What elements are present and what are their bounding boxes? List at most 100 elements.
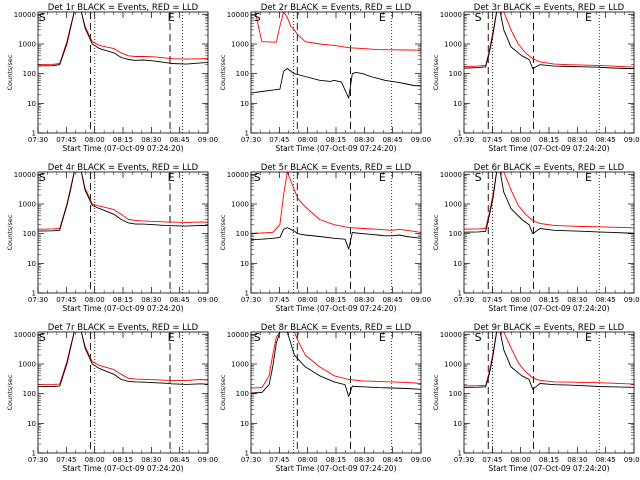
y-tick-label: 1000 <box>444 201 462 209</box>
series-line-lld <box>464 12 634 68</box>
y-tick-label: 1 <box>245 130 249 138</box>
x-axis-label: Start Time (07-Oct-09 07:24:20) <box>275 304 396 313</box>
x-tick-label: 07:30 <box>454 456 474 464</box>
interval-marker-e: E <box>585 11 592 24</box>
chart-title: Det 5r BLACK = Events, RED = LLD <box>261 163 412 173</box>
detector-panel-1: Det 1r BLACK = Events, RED = LLD 1 10 100 10… <box>0 0 218 160</box>
x-tick-label: 07:30 <box>28 136 48 144</box>
y-tick-label: 100 <box>449 70 462 78</box>
y-axis-label: Counts/sec <box>219 54 227 90</box>
detector-panel-2: Det 2r BLACK = Events, RED = LLD 1 10 100 10… <box>213 0 431 160</box>
interval-marker-s: S <box>39 11 46 24</box>
x-axis-label: Start Time (07-Oct-09 07:24:20) <box>62 464 183 473</box>
y-tick-label: 1 <box>458 290 462 298</box>
x-tick-label: 08:45 <box>596 296 616 304</box>
x-tick-label: 09:00 <box>411 456 431 464</box>
interval-marker-s: S <box>475 11 482 24</box>
lightcurve-plot: Det 4r BLACK = Events, RED = LLD 1 10 100 10… <box>6 163 218 313</box>
x-tick-label: 07:30 <box>454 136 474 144</box>
x-tick-label: 08:15 <box>539 296 559 304</box>
x-axis-label: Start Time (07-Oct-09 07:24:20) <box>488 304 609 313</box>
x-tick-label: 09:00 <box>411 296 431 304</box>
x-tick-label: 08:15 <box>113 136 133 144</box>
interval-marker-s: S <box>39 171 46 184</box>
y-tick-label: 10000 <box>14 11 36 19</box>
chart-title: Det 7r BLACK = Events, RED = LLD <box>48 323 199 333</box>
plot-frame <box>250 11 422 134</box>
series-line-events <box>38 332 208 388</box>
chart-title: Det 2r BLACK = Events, RED = LLD <box>261 3 412 13</box>
interval-marker-s: S <box>475 171 482 184</box>
y-tick-label: 100 <box>236 230 249 238</box>
y-tick-label: 1000 <box>18 41 36 49</box>
x-tick-label: 07:45 <box>269 296 289 304</box>
x-tick-label: 08:45 <box>383 136 403 144</box>
x-tick-label: 07:30 <box>454 296 474 304</box>
x-tick-label: 08:15 <box>113 456 133 464</box>
x-tick-label: 07:45 <box>56 136 76 144</box>
x-tick-label: 08:00 <box>85 296 105 304</box>
lightcurve-plot: Det 2r BLACK = Events, RED = LLD 1 10 100 10… <box>219 3 431 153</box>
series-line-events <box>464 172 634 235</box>
x-tick-label: 09:00 <box>624 136 640 144</box>
x-tick-label: 07:30 <box>241 456 261 464</box>
x-axis-label: Start Time (07-Oct-09 07:24:20) <box>275 464 396 473</box>
y-tick-label: 10 <box>240 260 249 268</box>
plot-frame <box>463 331 635 454</box>
y-tick-label: 10 <box>240 420 249 428</box>
y-tick-label: 10 <box>453 420 462 428</box>
y-tick-label: 10000 <box>440 11 462 19</box>
y-tick-label: 1000 <box>231 201 249 209</box>
lightcurve-plot: Det 8r BLACK = Events, RED = LLD 1 10 100 10… <box>219 323 431 473</box>
chart-title: Det 1r BLACK = Events, RED = LLD <box>48 3 199 13</box>
y-tick-label: 1 <box>32 450 36 458</box>
x-tick-label: 07:30 <box>241 136 261 144</box>
x-tick-label: 09:00 <box>411 136 431 144</box>
x-tick-label: 08:00 <box>511 136 531 144</box>
series-line-lld <box>251 172 421 234</box>
lightcurve-plot: Det 7r BLACK = Events, RED = LLD 1 10 100 10… <box>6 323 218 473</box>
interval-marker-e: E <box>585 331 592 344</box>
y-tick-label: 10000 <box>227 171 249 179</box>
y-tick-label: 1000 <box>231 41 249 49</box>
lightcurve-plot: Det 5r BLACK = Events, RED = LLD 1 10 100 10… <box>219 163 431 313</box>
x-tick-label: 08:00 <box>85 456 105 464</box>
x-tick-label: 07:45 <box>482 136 502 144</box>
y-tick-label: 1 <box>245 290 249 298</box>
x-tick-label: 08:45 <box>596 456 616 464</box>
series-line-lld <box>251 332 421 389</box>
y-tick-label: 100 <box>449 390 462 398</box>
y-axis-label: Counts/sec <box>219 214 227 250</box>
y-tick-label: 100 <box>23 390 36 398</box>
chart-title: Det 8r BLACK = Events, RED = LLD <box>261 323 412 333</box>
x-tick-label: 09:00 <box>198 296 218 304</box>
x-tick-label: 08:45 <box>170 136 190 144</box>
interval-marker-e: E <box>379 331 386 344</box>
x-tick-label: 07:30 <box>241 296 261 304</box>
plot-frame <box>250 331 422 454</box>
x-tick-label: 08:00 <box>511 296 531 304</box>
y-tick-label: 1 <box>32 290 36 298</box>
y-axis-label: Counts/sec <box>6 374 14 410</box>
y-tick-label: 10000 <box>14 331 36 339</box>
y-tick-label: 1000 <box>18 201 36 209</box>
y-tick-label: 1 <box>458 130 462 138</box>
interval-marker-e: E <box>168 171 175 184</box>
x-tick-label: 08:30 <box>141 296 161 304</box>
interval-marker-e: E <box>168 11 175 24</box>
y-tick-label: 10 <box>453 100 462 108</box>
x-tick-label: 07:45 <box>56 456 76 464</box>
chart-title: Det 3r BLACK = Events, RED = LLD <box>474 3 625 13</box>
detector-panel-4: Det 4r BLACK = Events, RED = LLD 1 10 100 10… <box>0 160 218 320</box>
y-tick-label: 10 <box>27 420 36 428</box>
series-line-events <box>251 332 421 397</box>
interval-marker-e: E <box>168 331 175 344</box>
x-tick-label: 08:45 <box>383 296 403 304</box>
series-line-events <box>38 172 208 232</box>
x-tick-label: 08:15 <box>113 296 133 304</box>
x-tick-label: 08:45 <box>383 456 403 464</box>
y-tick-label: 1000 <box>444 41 462 49</box>
series-line-events <box>251 68 421 99</box>
series-line-events <box>464 12 634 70</box>
chart-title: Det 9r BLACK = Events, RED = LLD <box>474 323 625 333</box>
